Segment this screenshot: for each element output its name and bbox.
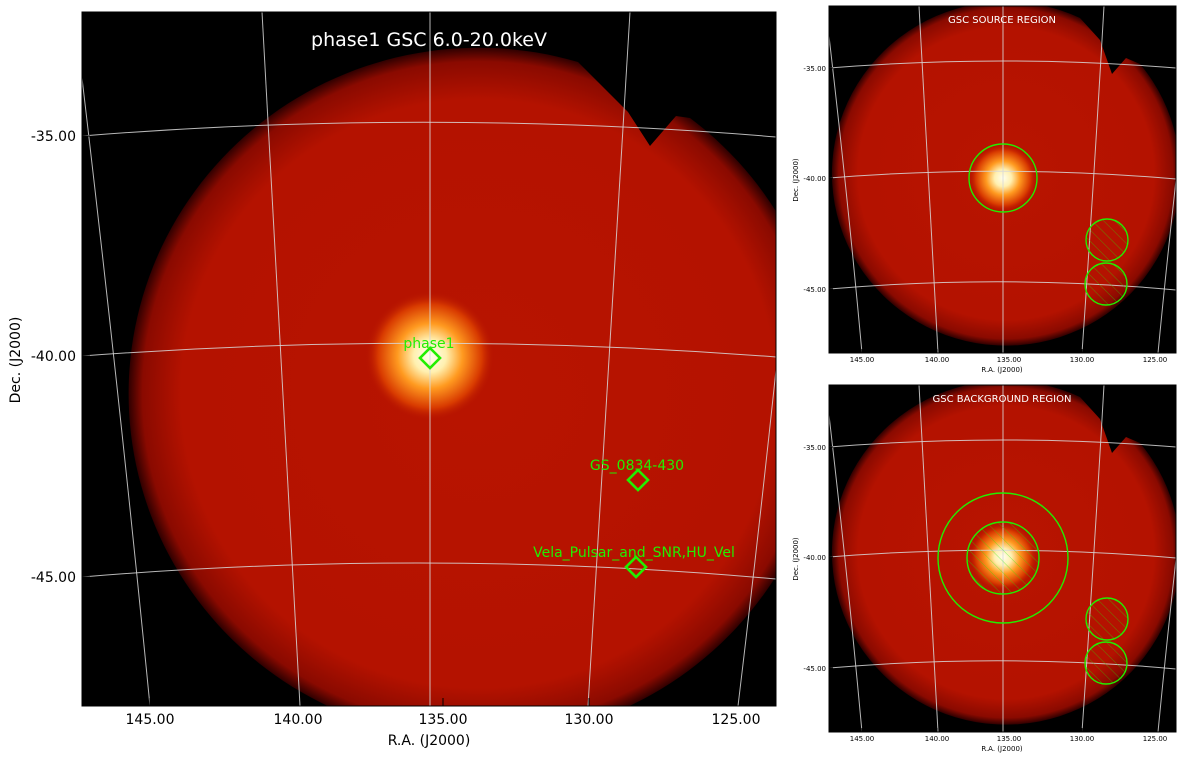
y-tick-label: -35.00	[31, 129, 76, 145]
excluded-region-gs0834	[1085, 218, 1129, 262]
y-tick-label: -35.00	[803, 65, 826, 73]
main-y-axis-label: Dec. (J2000)	[8, 317, 24, 404]
excluded-region-gs0834	[1085, 597, 1129, 641]
x-tick-label: 135.00	[419, 712, 468, 728]
source-region-circle	[968, 143, 1038, 213]
diamond-marker-icon	[626, 468, 650, 492]
background-annulus-outer	[937, 492, 1069, 624]
source-ticks	[829, 67, 1156, 353]
x-tick-label: 145.00	[126, 712, 175, 728]
source-y-tick-labels: -35.00 -40.00 -45.00	[803, 65, 826, 294]
marker-gs-0834-430: GS_0834-430	[590, 458, 684, 492]
y-tick-label: -40.00	[31, 349, 76, 365]
background-coordinate-grid	[829, 385, 1176, 732]
background-ticks	[829, 446, 1156, 732]
main-title: phase1 GSC 6.0-20.0keV	[311, 29, 547, 51]
source-region-panel: GSC SOURCE REGION 145.00 140.00 135.00 1…	[792, 5, 1177, 374]
x-tick-label: 135.00	[997, 356, 1022, 364]
background-panel-title: GSC BACKGROUND REGION	[933, 394, 1072, 405]
marker-vela-pulsar: Vela_Pulsar_and_SNR,HU_Vel	[533, 545, 735, 579]
x-tick-label: 140.00	[925, 356, 950, 364]
x-tick-label: 145.00	[850, 356, 875, 364]
y-tick-label: -45.00	[803, 665, 826, 673]
x-tick-label: 125.00	[1143, 735, 1168, 743]
excluded-region-vela	[1084, 262, 1128, 306]
background-x-axis-label: R.A. (J2000)	[981, 745, 1023, 753]
background-x-tick-labels: 145.00 140.00 135.00 130.00 125.00	[850, 735, 1168, 743]
marker-phase1: phase1	[403, 336, 455, 370]
x-tick-label: 140.00	[925, 735, 950, 743]
main-x-axis-label: R.A. (J2000)	[388, 733, 471, 749]
y-tick-label: -40.00	[803, 554, 826, 562]
main-panel: phase1 GSC 6.0-20.0keV phase1 GS_0834-43…	[8, 11, 777, 749]
source-panel-title: GSC SOURCE REGION	[948, 15, 1056, 26]
source-y-axis-label: Dec. (J2000)	[792, 158, 800, 202]
source-x-axis-label: R.A. (J2000)	[981, 366, 1023, 374]
background-region-panel: GSC BACKGROUND REGION 145.00 140.00 135.…	[792, 384, 1177, 753]
marker-label: phase1	[403, 336, 454, 352]
source-x-tick-labels: 145.00 140.00 135.00 130.00 125.00	[850, 356, 1168, 364]
x-tick-label: 130.00	[565, 712, 614, 728]
source-coordinate-grid	[829, 6, 1176, 353]
y-tick-label: -45.00	[31, 570, 76, 586]
y-tick-label: -45.00	[803, 286, 826, 294]
x-tick-label: 125.00	[1143, 356, 1168, 364]
excluded-region-vela	[1084, 641, 1128, 685]
diamond-marker-icon	[418, 346, 442, 370]
marker-label: GS_0834-430	[590, 458, 684, 474]
y-tick-label: -35.00	[803, 444, 826, 452]
diamond-marker-icon	[624, 555, 648, 579]
main-x-tick-labels: 145.00 140.00 135.00 130.00 125.00	[126, 712, 761, 728]
x-tick-label: 140.00	[274, 712, 323, 728]
x-tick-label: 135.00	[997, 735, 1022, 743]
main-ticks	[82, 135, 737, 706]
x-tick-label: 145.00	[850, 735, 875, 743]
background-y-tick-labels: -35.00 -40.00 -45.00	[803, 444, 826, 673]
main-y-tick-labels: -35.00 -40.00 -45.00	[31, 129, 76, 586]
x-tick-label: 130.00	[1070, 735, 1095, 743]
marker-label: Vela_Pulsar_and_SNR,HU_Vel	[533, 545, 735, 561]
background-y-axis-label: Dec. (J2000)	[792, 537, 800, 581]
x-tick-label: 130.00	[1070, 356, 1095, 364]
x-tick-label: 125.00	[712, 712, 761, 728]
y-tick-label: -40.00	[803, 175, 826, 183]
background-annulus-inner	[966, 521, 1040, 595]
